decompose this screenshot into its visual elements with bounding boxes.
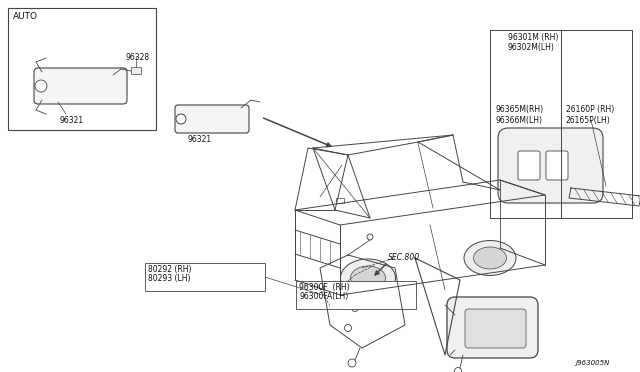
Text: SEC.800: SEC.800 [388, 253, 420, 262]
Circle shape [351, 305, 358, 311]
Text: 96300FA(LH): 96300FA(LH) [299, 292, 348, 301]
Text: 96366M(LH): 96366M(LH) [495, 116, 542, 125]
Circle shape [344, 324, 351, 331]
FancyBboxPatch shape [498, 128, 603, 203]
Bar [296, 281, 416, 309]
Text: 96302M(LH): 96302M(LH) [508, 43, 555, 52]
FancyBboxPatch shape [546, 151, 568, 180]
Text: 96321: 96321 [60, 116, 84, 125]
Text: 96301M (RH): 96301M (RH) [508, 33, 558, 42]
Circle shape [348, 359, 356, 367]
Bar [8, 8, 156, 130]
Text: 96328: 96328 [125, 53, 149, 62]
Bar [131, 67, 141, 74]
Ellipse shape [340, 259, 396, 297]
Circle shape [35, 80, 47, 92]
Ellipse shape [464, 241, 516, 276]
FancyBboxPatch shape [518, 151, 540, 180]
Text: 96300F  (RH): 96300F (RH) [299, 283, 349, 292]
Text: 26160P (RH): 26160P (RH) [566, 105, 614, 114]
Ellipse shape [474, 247, 506, 269]
Text: 26165P(LH): 26165P(LH) [566, 116, 611, 125]
Circle shape [454, 368, 461, 372]
FancyBboxPatch shape [175, 105, 249, 133]
FancyBboxPatch shape [447, 297, 538, 358]
Text: J963005N: J963005N [575, 360, 609, 366]
FancyBboxPatch shape [34, 68, 127, 104]
Circle shape [344, 285, 351, 292]
Text: AUTO: AUTO [13, 12, 38, 21]
Text: 80293 (LH): 80293 (LH) [148, 274, 191, 283]
Circle shape [367, 234, 373, 240]
Circle shape [176, 114, 186, 124]
Text: 96365M(RH): 96365M(RH) [495, 105, 543, 114]
Bar [145, 263, 265, 291]
FancyBboxPatch shape [465, 309, 526, 348]
Bar [336, 198, 344, 203]
Ellipse shape [351, 266, 385, 290]
Text: 96321: 96321 [188, 135, 212, 144]
Text: 80292 (RH): 80292 (RH) [148, 265, 191, 274]
